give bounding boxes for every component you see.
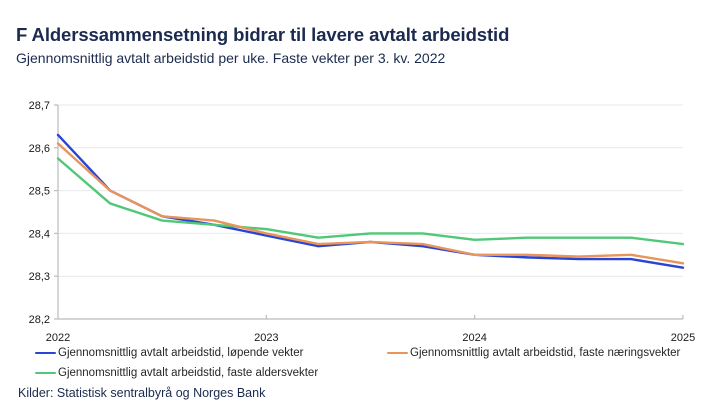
y-axis-tick-label: 28,5 xyxy=(29,186,50,198)
legend-swatch-blue-icon xyxy=(35,351,56,355)
x-axis-tick-label: 2023 xyxy=(254,332,278,344)
x-axis-tick-label: 2025 xyxy=(671,332,695,344)
y-axis-tick-label: 28,4 xyxy=(29,228,50,240)
y-axis-tick-label: 28,3 xyxy=(29,271,50,283)
legend-item-faste-aldersvekter: Gjennomsnittlig avtalt arbeidstid, faste… xyxy=(35,365,387,381)
series-line-0 xyxy=(56,133,685,269)
legend-item-lopende-vekter: Gjennomsnittlig avtalt arbeidstid, løpen… xyxy=(35,345,387,361)
x-axis-tick-label: 2022 xyxy=(46,332,70,344)
legend-swatch-green-icon xyxy=(35,371,56,375)
y-axis-tick-label: 28,7 xyxy=(29,100,50,112)
source-note: Kilder: Statistisk sentralbyrå og Norges… xyxy=(18,386,266,400)
y-axis-tick-label: 28,2 xyxy=(29,314,50,326)
series-line-2 xyxy=(56,157,685,246)
chart-legend: Gjennomsnittlig avtalt arbeidstid, løpen… xyxy=(35,345,695,381)
page-title: F Alderssammensetning bidrar til lavere … xyxy=(16,24,510,45)
legend-item-faste-naeringsvekter: Gjennomsnittlig avtalt arbeidstid, faste… xyxy=(387,345,695,361)
legend-swatch-orange-icon xyxy=(387,351,408,355)
legend-label: Gjennomsnittlig avtalt arbeidstid, faste… xyxy=(58,367,319,379)
x-axis-tick-label: 2024 xyxy=(462,332,486,344)
page-subtitle: Gjennomsnittlig avtalt arbeidstid per uk… xyxy=(16,50,446,66)
legend-label: Gjennomsnittlig avtalt arbeidstid, løpen… xyxy=(58,347,304,359)
y-axis-tick-label: 28,6 xyxy=(29,143,50,155)
series-line-1 xyxy=(56,142,685,265)
legend-label: Gjennomsnittlig avtalt arbeidstid, faste… xyxy=(410,347,681,359)
